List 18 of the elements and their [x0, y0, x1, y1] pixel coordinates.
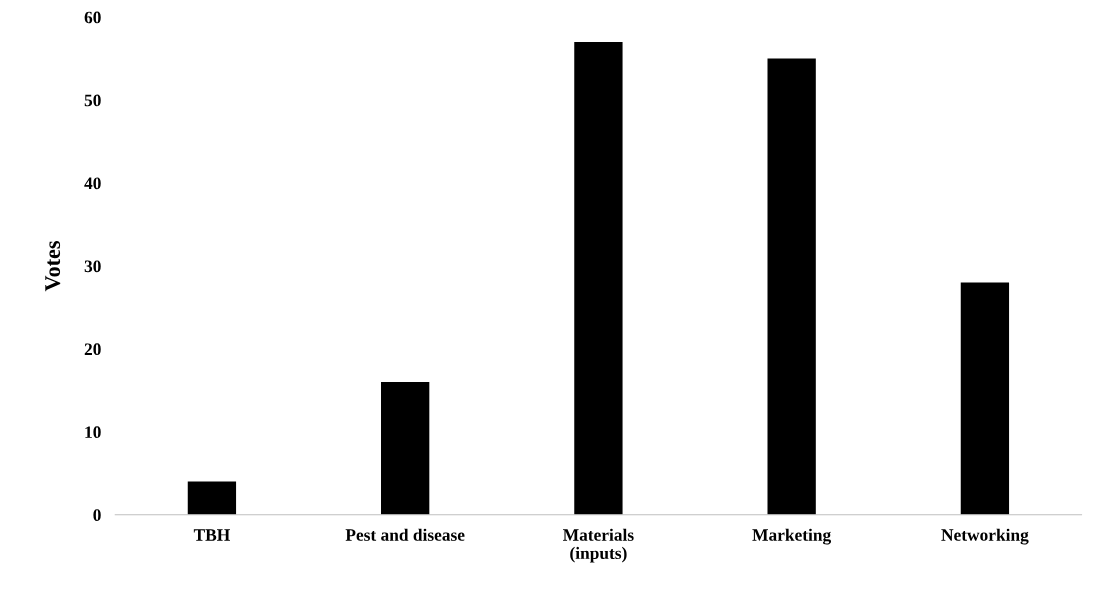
y-tick-label: 10 [85, 426, 101, 439]
x-tick-label: Materials (inputs) [563, 528, 634, 563]
x-tick-label: Pest and disease [345, 528, 465, 541]
bar [767, 58, 816, 515]
x-tick-label: Networking [941, 528, 1029, 545]
y-tick-label: 20 [84, 343, 101, 356]
y-tick-label: 60 [84, 11, 101, 24]
y-tick-label: 0 [93, 509, 101, 521]
bar [960, 282, 1010, 515]
y-axis-title: Votes [45, 240, 61, 292]
y-tick-label: 50 [84, 94, 101, 107]
y-tick-label: 40 [84, 177, 101, 190]
x-tick-label: Marketing [752, 528, 832, 545]
bar [574, 42, 623, 515]
bar [187, 481, 237, 515]
bar [381, 382, 430, 515]
x-tick-label: TBH [193, 529, 230, 541]
y-tick-label: 30 [84, 260, 101, 273]
